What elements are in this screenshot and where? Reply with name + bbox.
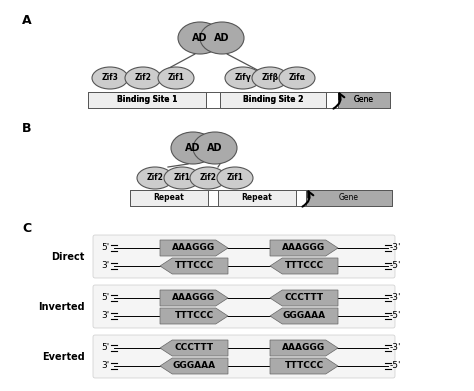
Text: TTTCCC: TTTCCC xyxy=(174,262,214,271)
Text: 5': 5' xyxy=(101,344,109,353)
Ellipse shape xyxy=(171,132,215,164)
Text: 5': 5' xyxy=(101,244,109,253)
Text: AAAGGG: AAAGGG xyxy=(173,244,216,253)
Text: Gene: Gene xyxy=(354,95,374,104)
Text: Binding Site 1: Binding Site 1 xyxy=(117,95,177,104)
Bar xyxy=(130,190,208,206)
Text: Zif1: Zif1 xyxy=(168,74,184,83)
Bar xyxy=(220,92,326,108)
Text: CCCTTT: CCCTTT xyxy=(284,294,324,303)
Polygon shape xyxy=(160,258,228,274)
Polygon shape xyxy=(270,340,338,356)
Text: -3': -3' xyxy=(390,294,401,303)
Text: Repeat: Repeat xyxy=(242,194,273,203)
Bar xyxy=(338,92,390,108)
Text: AD: AD xyxy=(214,33,230,43)
Polygon shape xyxy=(160,308,228,324)
Bar xyxy=(88,92,206,108)
Text: CCCTTT: CCCTTT xyxy=(174,344,214,353)
Text: Direct: Direct xyxy=(52,252,85,262)
Text: Zif2: Zif2 xyxy=(135,74,151,83)
Text: Binding Site 2: Binding Site 2 xyxy=(243,95,303,104)
FancyBboxPatch shape xyxy=(93,235,395,278)
Ellipse shape xyxy=(125,67,161,89)
Text: A: A xyxy=(22,14,32,27)
Text: AAAGGG: AAAGGG xyxy=(283,344,326,353)
Ellipse shape xyxy=(164,167,200,189)
Text: Inverted: Inverted xyxy=(38,302,85,312)
Text: GGGAAA: GGGAAA xyxy=(173,362,216,371)
Ellipse shape xyxy=(137,167,173,189)
Bar xyxy=(88,92,206,108)
Ellipse shape xyxy=(217,167,253,189)
Text: Gene: Gene xyxy=(339,194,359,203)
Ellipse shape xyxy=(178,22,222,54)
Polygon shape xyxy=(160,358,228,374)
Text: AAAGGG: AAAGGG xyxy=(173,294,216,303)
Text: 5': 5' xyxy=(101,294,109,303)
Polygon shape xyxy=(160,240,228,256)
Bar xyxy=(306,190,392,206)
Ellipse shape xyxy=(225,67,261,89)
Text: Zifβ: Zifβ xyxy=(262,74,279,83)
Text: Zif3: Zif3 xyxy=(101,74,118,83)
Polygon shape xyxy=(270,240,338,256)
Text: -3': -3' xyxy=(390,344,401,353)
Text: GGGAAA: GGGAAA xyxy=(283,312,326,321)
Text: AD: AD xyxy=(192,33,208,43)
Text: Binding Site 1: Binding Site 1 xyxy=(117,95,177,104)
Ellipse shape xyxy=(200,22,244,54)
Text: TTTCCC: TTTCCC xyxy=(284,262,324,271)
Text: Zifγ: Zifγ xyxy=(235,74,251,83)
Text: Repeat: Repeat xyxy=(154,194,184,203)
Polygon shape xyxy=(270,308,338,324)
Text: C: C xyxy=(22,222,31,235)
Polygon shape xyxy=(160,290,228,306)
Text: Binding Site 2: Binding Site 2 xyxy=(243,95,303,104)
Text: TTTCCC: TTTCCC xyxy=(284,362,324,371)
Polygon shape xyxy=(160,340,228,356)
Ellipse shape xyxy=(190,167,226,189)
Text: 3': 3' xyxy=(101,312,109,321)
Polygon shape xyxy=(270,290,338,306)
Bar xyxy=(220,92,326,108)
FancyBboxPatch shape xyxy=(93,335,395,378)
Text: -5': -5' xyxy=(390,312,401,321)
Text: -5': -5' xyxy=(390,262,401,271)
Polygon shape xyxy=(270,358,338,374)
Text: -3': -3' xyxy=(390,244,401,253)
Text: Gene: Gene xyxy=(354,95,374,104)
Ellipse shape xyxy=(193,132,237,164)
Text: -5': -5' xyxy=(390,362,401,371)
FancyBboxPatch shape xyxy=(93,285,395,328)
Ellipse shape xyxy=(279,67,315,89)
Ellipse shape xyxy=(252,67,288,89)
Text: Zif1: Zif1 xyxy=(227,174,244,183)
Ellipse shape xyxy=(92,67,128,89)
Bar xyxy=(88,92,390,108)
Text: 3': 3' xyxy=(101,362,109,371)
Text: Zif2: Zif2 xyxy=(200,174,217,183)
Text: Everted: Everted xyxy=(42,352,85,362)
Text: TTTCCC: TTTCCC xyxy=(174,312,214,321)
Polygon shape xyxy=(270,258,338,274)
Bar xyxy=(130,190,392,206)
Bar xyxy=(338,92,390,108)
Text: B: B xyxy=(22,122,31,135)
Text: AD: AD xyxy=(207,143,223,153)
Text: 3': 3' xyxy=(101,262,109,271)
Text: Zif1: Zif1 xyxy=(173,174,191,183)
Text: Zif2: Zif2 xyxy=(146,174,164,183)
Bar xyxy=(218,190,296,206)
Text: AD: AD xyxy=(185,143,201,153)
Text: Zifα: Zifα xyxy=(289,74,305,83)
Text: AAAGGG: AAAGGG xyxy=(283,244,326,253)
Ellipse shape xyxy=(158,67,194,89)
